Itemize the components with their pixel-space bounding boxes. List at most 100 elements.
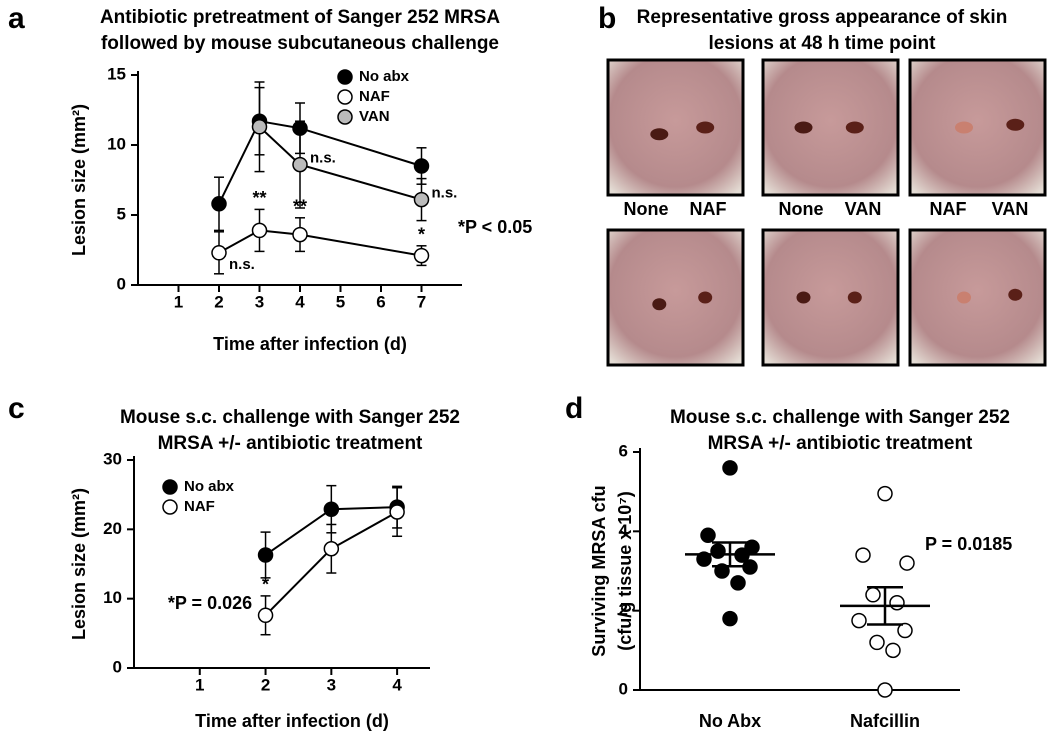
chart-title: MRSA +/- antibiotic treatment [158,433,423,454]
photo [606,58,745,197]
y-tick-label: 6 [619,441,628,460]
data-point [389,504,405,520]
legend-marker [337,109,353,125]
panel-letter: c [8,392,25,425]
photo [761,228,900,367]
data-point [877,485,893,502]
legend-marker [337,89,353,105]
lesion [698,291,713,304]
series-line [218,120,422,205]
y-tick-label: 10 [103,588,122,607]
x-tick-label: 6 [376,292,385,311]
data-point [722,460,738,476]
lesion [650,128,669,141]
legend-label: VAN [359,108,390,125]
data-point [292,226,308,243]
y-axis-label: Lesion size (mm²) [69,488,89,640]
chart-title: followed by mouse subcutaneous challenge [101,33,499,54]
lesion [1006,118,1025,131]
chart-title: Antibiotic pretreatment of Sanger 252 MR… [100,7,500,28]
lesion [1008,288,1023,301]
point-label: * [262,575,269,595]
data-point [413,247,430,264]
y-tick-label: 0 [113,657,122,676]
y-axis-label: Surviving MRSA cfu [589,485,609,656]
y-tick-label: 10 [107,134,126,153]
legend-label: NAF [359,88,390,105]
photo [761,58,900,197]
point-label: * [418,225,425,245]
data-point [211,245,227,261]
x-tick-label: 2 [261,675,270,694]
y-tick-label: 2 [619,600,628,619]
y-tick-label: 30 [103,449,122,468]
chart-title: Mouse s.c. challenge with Sanger 252 [670,407,1010,428]
y-tick-label: 0 [117,274,126,293]
data-point [855,547,871,563]
data-point [700,527,716,544]
legend-marker [337,69,353,85]
panel-letter: b [598,2,616,35]
lesion [847,291,862,304]
photo-label: None [779,199,824,219]
panel-title: Representative gross appearance of skin [637,7,1008,28]
legend-marker [162,499,178,515]
lesion [796,291,811,304]
photo [908,228,1047,367]
legend-label: No abx [359,68,410,85]
y-tick-label: 0 [619,679,628,698]
point-label: n.s. [432,185,458,202]
data-point [413,191,430,208]
legend-label: No abx [184,478,235,495]
y-axis-label: Lesion size (mm²) [69,104,89,256]
annotation: *P = 0.026 [168,593,252,613]
lesion [955,121,973,134]
data-point [889,594,905,611]
panel-letter: d [565,392,583,425]
y-axis-label: (cfu/g tissue x 10⁷) [615,491,635,650]
data-point [869,634,885,651]
photo [606,228,745,367]
lesion [845,121,864,134]
photo-label: NAF [690,199,727,219]
x-tick-label: 5 [336,292,345,311]
x-tick-label: 2 [214,292,223,311]
annotation: *P < 0.05 [458,217,532,237]
data-point [323,540,340,557]
panel-title: lesions at 48 h time point [709,33,937,54]
data-point [251,222,268,239]
x-tick-label: 1 [195,675,204,694]
lesion [794,121,813,134]
photo-label: VAN [845,199,882,219]
photo [908,58,1047,197]
data-point [722,610,738,627]
lesion [696,121,715,134]
data-point [292,156,308,173]
x-axis-label: Time after infection (d) [213,334,407,354]
data-point [885,642,901,659]
data-point [714,563,730,579]
x-tick-label: 4 [295,292,305,311]
x-tick-label: Nafcillin [850,711,920,731]
x-tick-label: No Abx [699,711,761,731]
y-tick-label: 4 [619,521,629,540]
x-axis-label: Time after infection (d) [195,711,389,731]
data-point [865,587,881,603]
lesion [957,291,971,304]
data-point [730,575,746,591]
data-point [257,547,274,563]
point-label: n.s. [229,256,255,273]
data-point [696,551,712,567]
lesion [652,298,667,311]
y-tick-label: 5 [117,204,126,223]
series-line [218,229,422,257]
chart-title: Mouse s.c. challenge with Sanger 252 [120,407,460,428]
data-point [897,622,913,639]
legend-marker [162,479,178,495]
chart-title: MRSA +/- antibiotic treatment [708,433,973,454]
panel-letter: a [8,2,25,35]
data-point [211,196,227,212]
series-line [258,126,422,201]
